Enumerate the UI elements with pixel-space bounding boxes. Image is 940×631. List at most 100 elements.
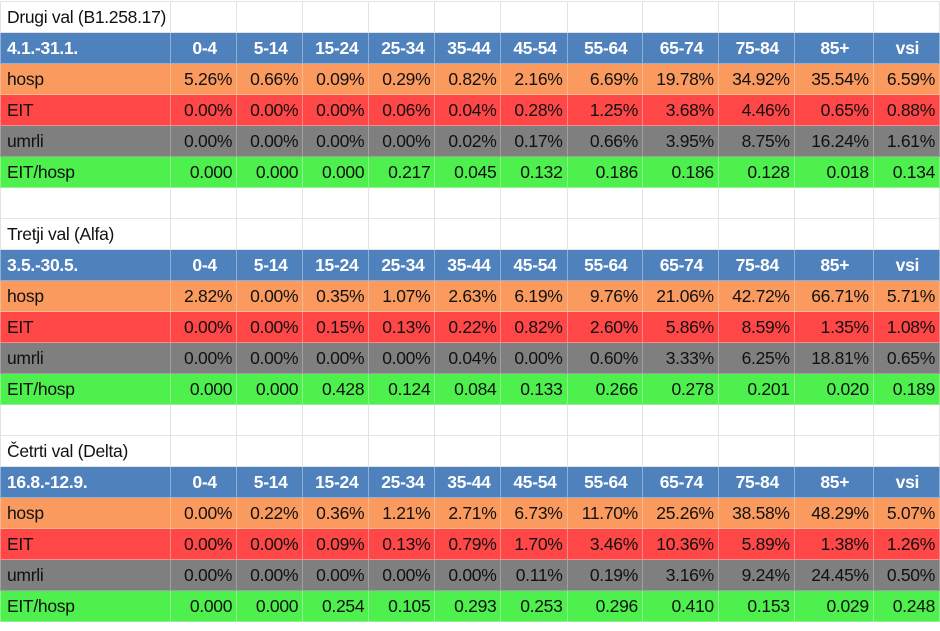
period-cell[interactable]: 4.1.-31.1. <box>0 32 172 64</box>
value-cell[interactable]: 5.71% <box>872 280 940 312</box>
value-cell[interactable]: 0.82% <box>434 63 502 95</box>
empty-cell[interactable] <box>500 187 568 219</box>
empty-cell[interactable] <box>434 404 502 436</box>
age-group-header[interactable]: 65-74 <box>641 32 719 64</box>
value-cell[interactable]: 1.70% <box>500 528 568 560</box>
empty-cell[interactable] <box>500 1 568 33</box>
value-cell[interactable]: 3.95% <box>641 125 719 157</box>
value-cell[interactable]: 6.69% <box>566 63 643 95</box>
row-label[interactable]: EIT <box>0 311 172 343</box>
value-cell[interactable]: 0.00% <box>500 342 568 374</box>
row-label[interactable]: umrli <box>0 125 172 157</box>
value-cell[interactable]: 1.25% <box>566 94 643 126</box>
value-cell[interactable]: 0.217 <box>368 156 436 188</box>
empty-cell[interactable] <box>717 218 795 250</box>
value-cell[interactable]: 0.00% <box>368 125 436 157</box>
value-cell[interactable]: 0.00% <box>170 528 238 560</box>
value-cell[interactable]: 0.60% <box>566 342 643 374</box>
age-group-header[interactable]: 55-64 <box>566 466 643 498</box>
age-group-header[interactable]: 85+ <box>793 466 874 498</box>
empty-cell[interactable] <box>566 187 643 219</box>
value-cell[interactable]: 6.73% <box>500 497 568 529</box>
age-group-header[interactable]: 15-24 <box>302 466 370 498</box>
age-group-header[interactable]: 65-74 <box>641 249 719 281</box>
value-cell[interactable]: 5.86% <box>641 311 719 343</box>
empty-cell[interactable] <box>434 187 502 219</box>
value-cell[interactable]: 18.81% <box>793 342 874 374</box>
empty-cell[interactable] <box>500 218 568 250</box>
empty-cell[interactable] <box>170 404 238 436</box>
value-cell[interactable]: 0.06% <box>368 94 436 126</box>
age-group-header[interactable]: 5-14 <box>236 249 304 281</box>
value-cell[interactable]: 8.75% <box>717 125 795 157</box>
empty-cell[interactable] <box>641 435 719 467</box>
value-cell[interactable]: 1.07% <box>368 280 436 312</box>
row-label[interactable]: EIT/hosp <box>0 590 172 622</box>
value-cell[interactable]: 0.000 <box>302 156 370 188</box>
value-cell[interactable]: 0.00% <box>170 342 238 374</box>
value-cell[interactable]: 4.46% <box>717 94 795 126</box>
value-cell[interactable]: 0.124 <box>368 373 436 405</box>
value-cell[interactable]: 0.79% <box>434 528 502 560</box>
age-group-header[interactable]: 0-4 <box>170 32 238 64</box>
row-label[interactable]: umrli <box>0 559 172 591</box>
age-group-header[interactable]: 5-14 <box>236 466 304 498</box>
age-group-header[interactable]: 75-84 <box>717 466 795 498</box>
value-cell[interactable]: 0.04% <box>434 342 502 374</box>
age-group-header[interactable]: 55-64 <box>566 32 643 64</box>
empty-cell[interactable] <box>872 218 940 250</box>
empty-cell[interactable] <box>170 187 238 219</box>
value-cell[interactable]: 0.11% <box>500 559 568 591</box>
empty-cell[interactable] <box>500 435 568 467</box>
value-cell[interactable]: 0.00% <box>302 559 370 591</box>
empty-cell[interactable] <box>236 404 304 436</box>
age-group-header[interactable]: 25-34 <box>368 32 436 64</box>
value-cell[interactable]: 0.020 <box>793 373 874 405</box>
age-group-header[interactable]: 45-54 <box>500 466 568 498</box>
empty-cell[interactable] <box>368 218 436 250</box>
value-cell[interactable]: 11.70% <box>566 497 643 529</box>
age-group-header[interactable]: vsi <box>872 32 940 64</box>
age-group-header[interactable]: 85+ <box>793 32 874 64</box>
empty-cell[interactable] <box>236 218 304 250</box>
age-group-header[interactable]: 35-44 <box>434 249 502 281</box>
value-cell[interactable]: 5.26% <box>170 63 238 95</box>
section-title[interactable]: Drugi val (B1.258.17) <box>0 1 172 33</box>
value-cell[interactable]: 0.00% <box>236 311 304 343</box>
empty-cell[interactable] <box>368 404 436 436</box>
value-cell[interactable]: 0.000 <box>170 373 238 405</box>
empty-cell[interactable] <box>641 1 719 33</box>
age-group-header[interactable]: 15-24 <box>302 249 370 281</box>
empty-cell[interactable] <box>793 187 874 219</box>
value-cell[interactable]: 0.084 <box>434 373 502 405</box>
value-cell[interactable]: 0.000 <box>236 590 304 622</box>
value-cell[interactable]: 0.00% <box>236 94 304 126</box>
value-cell[interactable]: 0.045 <box>434 156 502 188</box>
value-cell[interactable]: 0.36% <box>302 497 370 529</box>
value-cell[interactable]: 42.72% <box>717 280 795 312</box>
value-cell[interactable]: 0.128 <box>717 156 795 188</box>
row-label[interactable]: EIT/hosp <box>0 373 172 405</box>
value-cell[interactable]: 0.00% <box>302 94 370 126</box>
empty-cell[interactable] <box>566 404 643 436</box>
value-cell[interactable]: 2.63% <box>434 280 502 312</box>
row-label[interactable]: EIT <box>0 94 172 126</box>
value-cell[interactable]: 2.16% <box>500 63 568 95</box>
value-cell[interactable]: 9.76% <box>566 280 643 312</box>
value-cell[interactable]: 0.132 <box>500 156 568 188</box>
value-cell[interactable]: 0.266 <box>566 373 643 405</box>
value-cell[interactable]: 1.21% <box>368 497 436 529</box>
value-cell[interactable]: 0.201 <box>717 373 795 405</box>
age-group-header[interactable]: 25-34 <box>368 466 436 498</box>
empty-cell[interactable] <box>641 404 719 436</box>
empty-cell[interactable] <box>302 404 370 436</box>
value-cell[interactable]: 35.54% <box>793 63 874 95</box>
value-cell[interactable]: 0.000 <box>170 590 238 622</box>
value-cell[interactable]: 0.00% <box>170 497 238 529</box>
empty-cell[interactable] <box>236 435 304 467</box>
value-cell[interactable]: 0.029 <box>793 590 874 622</box>
value-cell[interactable]: 0.00% <box>302 342 370 374</box>
section-title[interactable]: Tretji val (Alfa) <box>0 218 172 250</box>
empty-cell[interactable] <box>793 218 874 250</box>
value-cell[interactable]: 0.22% <box>236 497 304 529</box>
